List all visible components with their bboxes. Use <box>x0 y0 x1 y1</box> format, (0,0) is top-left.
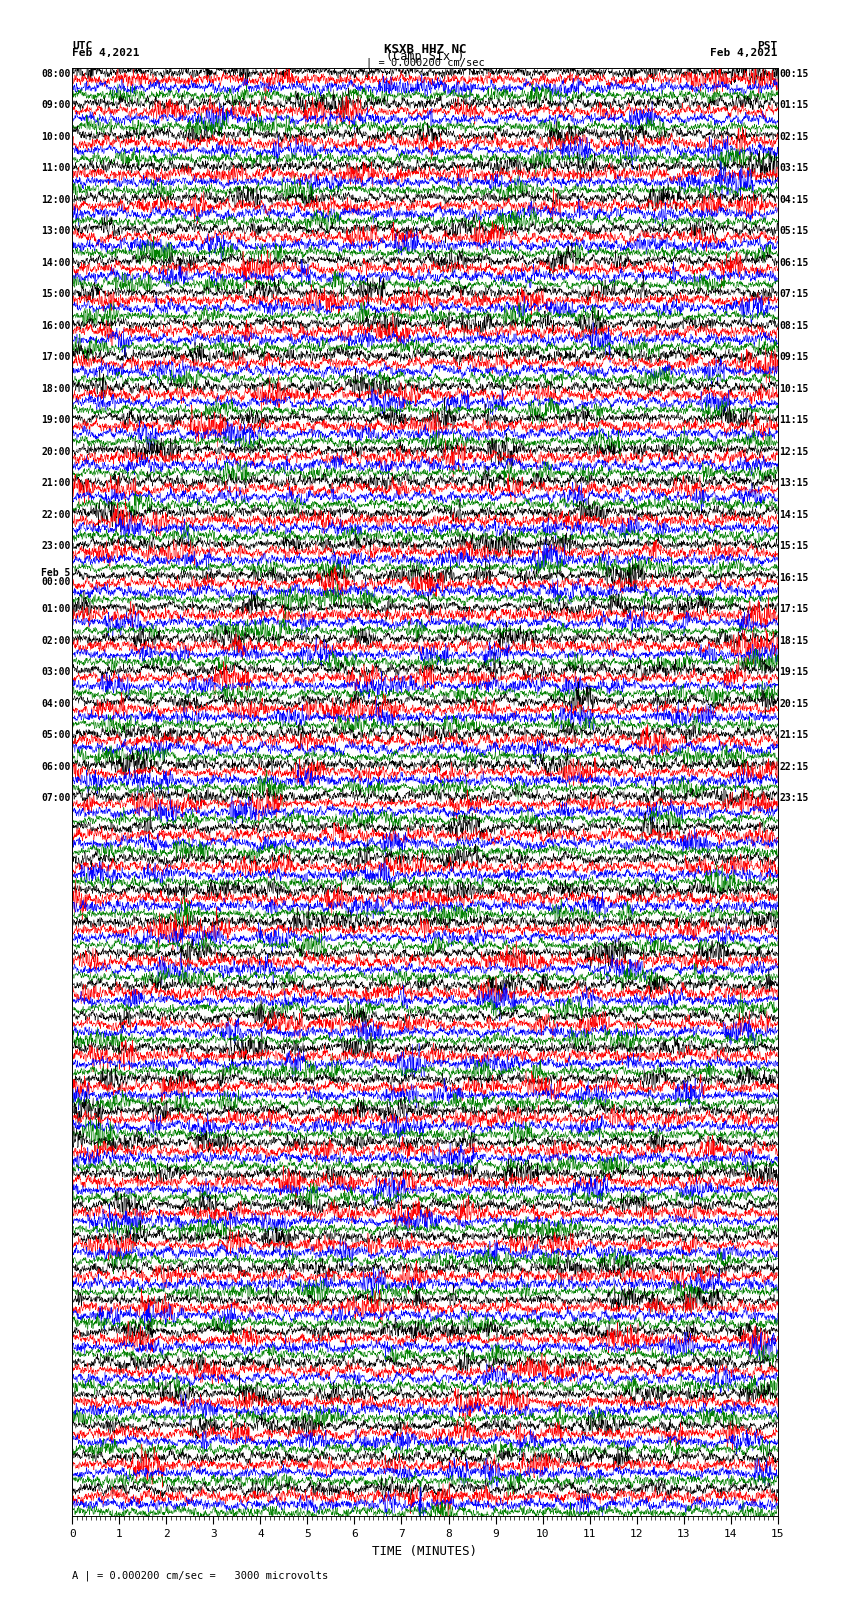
Text: 14:15: 14:15 <box>779 510 808 519</box>
Text: 12:00: 12:00 <box>42 195 71 205</box>
Text: 00:00: 00:00 <box>42 577 71 587</box>
Text: | = 0.000200 cm/sec: | = 0.000200 cm/sec <box>366 58 484 68</box>
Text: 01:00: 01:00 <box>42 605 71 615</box>
Text: 17:15: 17:15 <box>779 605 808 615</box>
Text: 12:15: 12:15 <box>779 447 808 456</box>
Text: 19:15: 19:15 <box>779 668 808 677</box>
Text: 20:00: 20:00 <box>42 447 71 456</box>
X-axis label: TIME (MINUTES): TIME (MINUTES) <box>372 1545 478 1558</box>
Text: 10:15: 10:15 <box>779 384 808 394</box>
Text: 11:15: 11:15 <box>779 415 808 426</box>
Text: 02:15: 02:15 <box>779 132 808 142</box>
Text: 05:00: 05:00 <box>42 731 71 740</box>
Text: 09:00: 09:00 <box>42 100 71 110</box>
Text: 21:00: 21:00 <box>42 479 71 489</box>
Text: 02:00: 02:00 <box>42 636 71 645</box>
Text: 04:15: 04:15 <box>779 195 808 205</box>
Text: 22:15: 22:15 <box>779 761 808 771</box>
Text: 07:00: 07:00 <box>42 794 71 803</box>
Text: 21:15: 21:15 <box>779 731 808 740</box>
Text: 08:00: 08:00 <box>42 69 71 79</box>
Text: Feb 4,2021: Feb 4,2021 <box>72 48 139 58</box>
Text: 13:00: 13:00 <box>42 226 71 237</box>
Text: 17:00: 17:00 <box>42 352 71 363</box>
Text: 04:00: 04:00 <box>42 698 71 708</box>
Text: 23:00: 23:00 <box>42 542 71 552</box>
Text: 06:15: 06:15 <box>779 258 808 268</box>
Text: 06:00: 06:00 <box>42 761 71 771</box>
Text: 01:15: 01:15 <box>779 100 808 110</box>
Text: (Camp Six ): (Camp Six ) <box>386 50 464 63</box>
Text: 16:15: 16:15 <box>779 573 808 582</box>
Text: KSXB HHZ NC: KSXB HHZ NC <box>383 44 467 56</box>
Text: 13:15: 13:15 <box>779 479 808 489</box>
Text: 22:00: 22:00 <box>42 510 71 519</box>
Text: 03:00: 03:00 <box>42 668 71 677</box>
Text: 16:00: 16:00 <box>42 321 71 331</box>
Text: 14:00: 14:00 <box>42 258 71 268</box>
Text: 19:00: 19:00 <box>42 415 71 426</box>
Text: 15:00: 15:00 <box>42 289 71 300</box>
Text: Feb 5: Feb 5 <box>42 568 71 579</box>
Text: 18:00: 18:00 <box>42 384 71 394</box>
Text: PST: PST <box>757 40 778 52</box>
Text: 07:15: 07:15 <box>779 289 808 300</box>
Text: 05:15: 05:15 <box>779 226 808 237</box>
Text: 20:15: 20:15 <box>779 698 808 708</box>
Text: 10:00: 10:00 <box>42 132 71 142</box>
Text: 00:15: 00:15 <box>779 69 808 79</box>
Text: 23:15: 23:15 <box>779 794 808 803</box>
Text: 11:00: 11:00 <box>42 163 71 173</box>
Text: UTC: UTC <box>72 40 93 52</box>
Text: 03:15: 03:15 <box>779 163 808 173</box>
Text: Feb 4,2021: Feb 4,2021 <box>711 48 778 58</box>
Text: 18:15: 18:15 <box>779 636 808 645</box>
Text: A | = 0.000200 cm/sec =   3000 microvolts: A | = 0.000200 cm/sec = 3000 microvolts <box>72 1569 328 1581</box>
Text: 15:15: 15:15 <box>779 542 808 552</box>
Text: 09:15: 09:15 <box>779 352 808 363</box>
Text: 08:15: 08:15 <box>779 321 808 331</box>
